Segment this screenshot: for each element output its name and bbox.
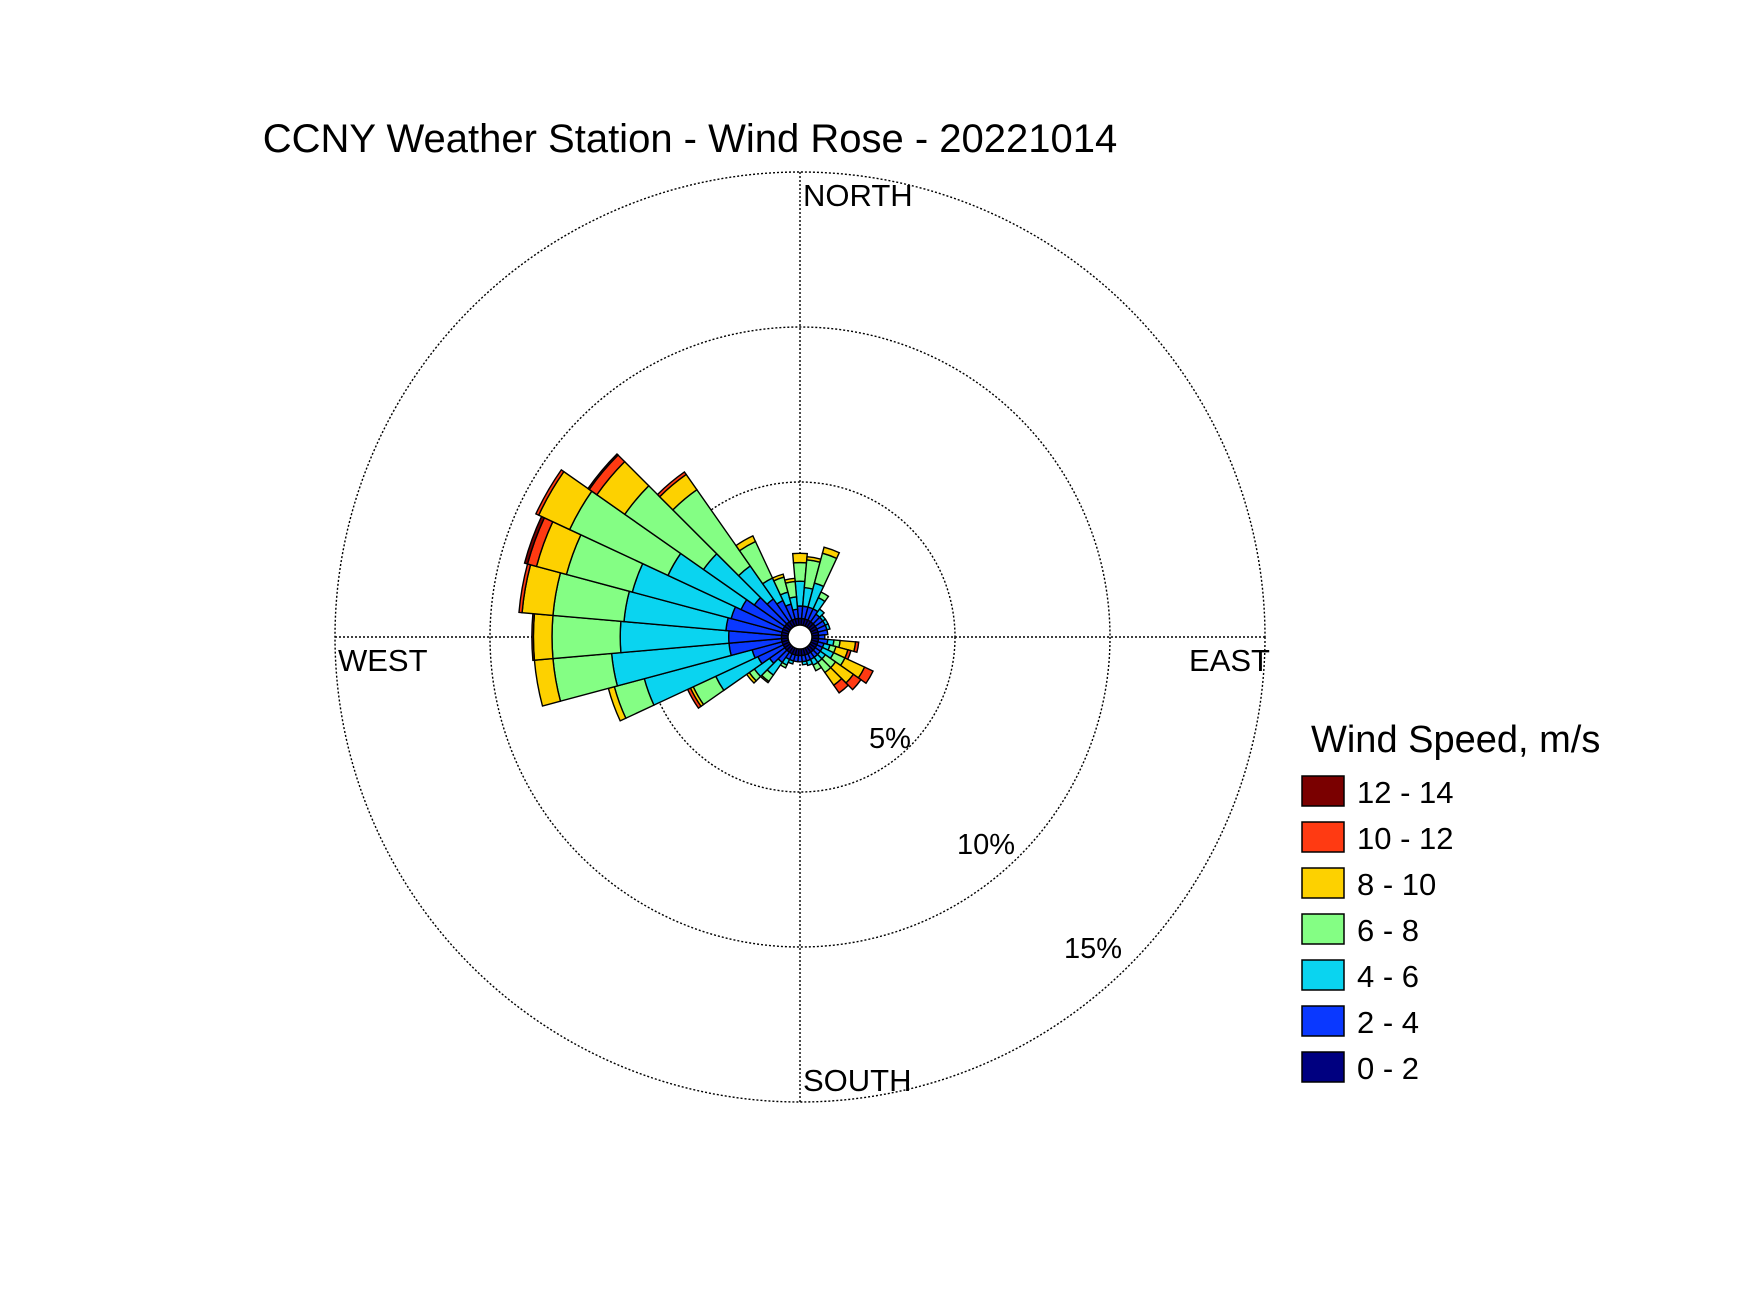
ring-label-10: 10% <box>957 829 1015 861</box>
ring-10 <box>489 326 1111 948</box>
label-east: EAST <box>1189 643 1270 678</box>
legend-label: 4 - 6 <box>1357 959 1419 994</box>
legend-title: Wind Speed, m/s <box>1311 719 1600 761</box>
sector-310-bin-6 <box>586 452 620 491</box>
sector-270-bin-4 <box>532 613 554 661</box>
legend-swatch <box>1301 821 1345 853</box>
sector-320-bin-5 <box>656 470 688 498</box>
sector-100-bin-5 <box>853 641 860 654</box>
sector-270-bin-3 <box>551 614 622 660</box>
legend-swatch <box>1301 959 1345 991</box>
legend-label: 12 - 14 <box>1357 775 1454 810</box>
legend-swatch <box>1301 1005 1345 1037</box>
sector-330-bin-4 <box>735 534 757 552</box>
sector-300-bin-5 <box>534 468 565 517</box>
sector-20-bin-4 <box>821 546 841 560</box>
sector-40-bin-2 <box>815 608 826 619</box>
ring-label-5: 5% <box>869 723 911 755</box>
sector-0-bin-4 <box>791 552 809 564</box>
legend: 12 - 14 10 - 12 8 - 10 6 - 8 4 - 6 2 - 4 0 - 2 <box>1301 775 1454 1086</box>
legend-label: 10 - 12 <box>1357 821 1454 856</box>
legend-label: 2 - 4 <box>1357 1005 1419 1040</box>
legend-swatch <box>1301 913 1345 945</box>
label-west: WEST <box>338 643 428 678</box>
sector-270-bin-5 <box>531 612 536 662</box>
sector-70-bin-2 <box>824 622 831 631</box>
legend-label: 6 - 8 <box>1357 913 1419 948</box>
wind-sectors <box>518 452 874 722</box>
sector-80-bin-1 <box>817 628 829 637</box>
sector-130-bin-5 <box>845 673 862 691</box>
sector-140-bin-5 <box>832 677 850 694</box>
sector-120-bin-5 <box>857 666 874 685</box>
legend-label: 8 - 10 <box>1357 867 1436 902</box>
ring-label-15: 15% <box>1064 933 1122 965</box>
sector-150-bin-3 <box>812 661 823 672</box>
legend-swatch <box>1301 867 1345 899</box>
label-north: NORTH <box>803 178 913 213</box>
sector-170-bin-2 <box>801 660 809 666</box>
legend-swatch <box>1301 775 1345 807</box>
legend-label: 0 - 2 <box>1357 1051 1419 1086</box>
sector-350-bin-4 <box>783 577 796 584</box>
legend-swatch <box>1301 1051 1345 1083</box>
calm-center <box>787 624 813 650</box>
chart-title: CCNY Weather Station - Wind Rose - 20221… <box>263 117 1118 161</box>
sector-260-bin-3 <box>552 652 619 703</box>
sector-340-bin-4 <box>771 573 785 582</box>
label-south: SOUTH <box>803 1063 912 1098</box>
sector-30-bin-3 <box>817 591 830 603</box>
